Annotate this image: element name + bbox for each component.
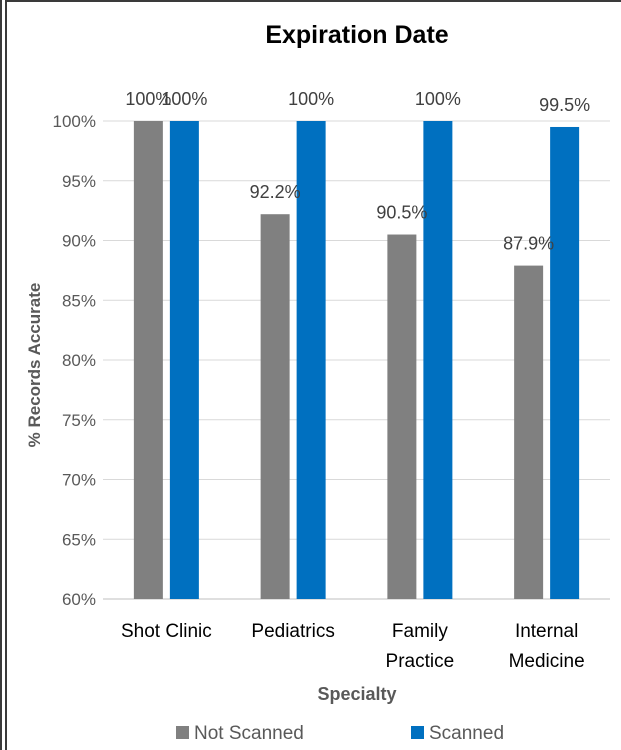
y-axis-ticks: 60% 65% 70% 75% 80% 85% 90% 95% 100% bbox=[53, 112, 96, 609]
x-axis-ticks: Shot Clinic Pediatrics Family Practice Inter… bbox=[121, 621, 585, 672]
y-tick-label: 95% bbox=[62, 172, 96, 191]
x-tick-label: Practice bbox=[386, 651, 455, 672]
bar-not-scanned bbox=[260, 214, 290, 599]
x-tick-label: Medicine bbox=[509, 651, 585, 672]
legend-swatch-not-scanned bbox=[176, 726, 189, 739]
x-tick-label: Pediatrics bbox=[251, 621, 334, 642]
data-label: 99.5% bbox=[539, 95, 590, 115]
data-label: 100% bbox=[415, 89, 461, 109]
y-tick-label: 100% bbox=[53, 112, 96, 131]
y-tick-label: 65% bbox=[62, 530, 96, 549]
y-axis-title: % Records Accurate bbox=[25, 283, 44, 448]
y-tick-label: 85% bbox=[62, 291, 96, 310]
y-tick-label: 90% bbox=[62, 232, 96, 251]
x-tick-label: Shot Clinic bbox=[121, 621, 212, 642]
data-label: 87.9% bbox=[503, 234, 554, 254]
bar-scanned bbox=[296, 121, 326, 599]
legend-swatch-scanned bbox=[411, 726, 424, 739]
legend-label-scanned: Scanned bbox=[429, 723, 504, 744]
x-tick-label: Family bbox=[392, 621, 448, 642]
bar-scanned bbox=[550, 126, 580, 599]
y-tick-label: 60% bbox=[62, 590, 96, 609]
frame-border-top bbox=[5, 0, 621, 2]
data-label: 90.5% bbox=[376, 203, 427, 223]
bars bbox=[133, 121, 580, 599]
x-tick-label: Internal bbox=[515, 621, 578, 642]
data-label: 100% bbox=[161, 89, 207, 109]
y-tick-label: 70% bbox=[62, 471, 96, 490]
data-label: 92.2% bbox=[250, 182, 301, 202]
legend-label-not-scanned: Not Scanned bbox=[194, 723, 304, 744]
chart-title: Expiration Date bbox=[265, 21, 448, 49]
frame-border-inner bbox=[5, 0, 7, 750]
bar-not-scanned bbox=[133, 121, 163, 599]
x-axis-title: Specialty bbox=[317, 684, 396, 704]
y-tick-label: 80% bbox=[62, 351, 96, 370]
bar-scanned bbox=[423, 121, 453, 599]
data-labels: 100%100%92.2%100%90.5%100%87.9%99.5% bbox=[125, 89, 590, 254]
legend: Not Scanned Scanned bbox=[176, 723, 504, 744]
frame-border-left bbox=[0, 0, 2, 750]
bar-not-scanned bbox=[387, 234, 417, 599]
y-tick-label: 75% bbox=[62, 411, 96, 430]
data-label: 100% bbox=[125, 89, 171, 109]
bar-scanned bbox=[169, 121, 199, 599]
bar-not-scanned bbox=[514, 265, 544, 599]
data-label: 100% bbox=[288, 89, 334, 109]
